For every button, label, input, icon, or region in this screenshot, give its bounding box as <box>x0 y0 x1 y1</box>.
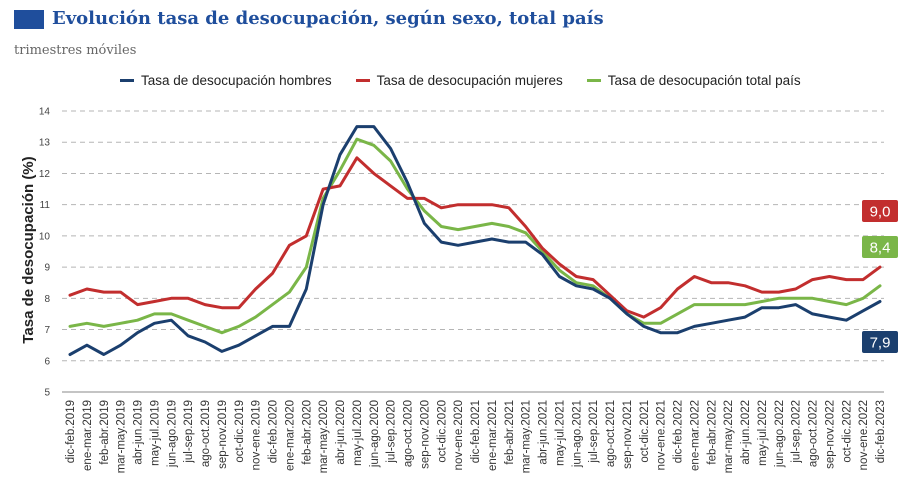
x-tick-label: nov-ene.2022 <box>858 400 870 470</box>
x-tick-label: may-jul.2020 <box>352 400 364 466</box>
series-lines <box>68 125 882 356</box>
x-tick-label: jun-ago.2022 <box>774 400 786 468</box>
x-tick-label: dic-feb.2023 <box>875 400 887 463</box>
end-label-box-2 <box>862 236 898 258</box>
x-tick-label: mar-may.2020 <box>318 400 330 473</box>
x-tick-label: nov-ene.2021 <box>656 400 668 470</box>
y-tick-label: 6 <box>44 356 50 367</box>
y-tick-label: 7 <box>44 325 50 336</box>
legend-item-mujeres: Tasa de desocupación mujeres <box>355 73 563 88</box>
x-tick-label: oct-dic.2021 <box>639 400 651 463</box>
y-tick-labels: 5 6 7 8 9 10 11 12 13 14 <box>39 107 51 399</box>
x-tick-label: sep-nov.2021 <box>622 400 634 469</box>
x-tick-label: jun-ago.2019 <box>166 400 178 468</box>
x-tick-label: jul-sep.2020 <box>386 400 398 464</box>
x-tick-label: sep-nov.2022 <box>824 400 836 469</box>
x-tick-label: abr-jun.2020 <box>335 400 347 465</box>
x-tick-label: feb-abr.2021 <box>504 400 516 465</box>
chart-subtitle: trimestres móviles <box>14 43 137 58</box>
title-marker <box>14 10 44 29</box>
x-tick-label: ago-oct.2020 <box>403 400 415 467</box>
x-tick-label: oct-dic.2022 <box>841 400 853 463</box>
x-tick-label: jun-ago.2020 <box>369 400 381 468</box>
x-tick-label: ago-oct.2019 <box>200 400 212 467</box>
x-tick-label: sep-nov.2020 <box>419 400 431 469</box>
legend-label-hombres: Tasa de desocupación hombres <box>141 73 332 88</box>
x-tick-label: nov-ene.2019 <box>251 400 263 470</box>
x-tick-label: jul-sep.2019 <box>183 400 195 464</box>
y-tick-label: 5 <box>44 388 50 399</box>
end-labels: 9,0 8,4 7,9 <box>862 200 898 353</box>
x-tick-label: jun-ago.2021 <box>571 400 583 468</box>
legend-swatch-hombres <box>120 79 134 82</box>
x-tick-label: may-jul.2022 <box>757 400 769 466</box>
end-label-1: 9,0 <box>870 204 891 221</box>
x-tick-label: ago-oct.2021 <box>605 400 617 467</box>
x-tick-label: mar-may.2021 <box>521 400 533 473</box>
x-tick-label: jul-sep.2022 <box>791 400 803 464</box>
x-tick-label: ene-mar.2020 <box>284 400 296 471</box>
x-tick-label: dic-feb.2022 <box>673 400 685 463</box>
x-tick-label: abr-jun.2022 <box>740 400 752 465</box>
chart-legend: Tasa de desocupación hombres Tasa de des… <box>120 73 801 88</box>
end-label-box-1 <box>862 200 898 222</box>
x-tick-label: oct-dic.2019 <box>234 400 246 463</box>
legend-label-total: Tasa de desocupación total país <box>607 73 801 88</box>
x-tick-label: feb-abr.2020 <box>301 400 313 465</box>
y-tick-label: 10 <box>39 231 51 242</box>
x-tick-label: abr-jun.2021 <box>538 400 550 465</box>
y-tick-label: 9 <box>44 263 50 274</box>
legend-item-hombres: Tasa de desocupación hombres <box>120 73 332 88</box>
end-label-0: 7,9 <box>870 335 891 352</box>
x-tick-label: ene-mar.2021 <box>487 400 499 471</box>
x-tick-label: ene-mar.2022 <box>689 400 701 471</box>
chart-title: Evolución tasa de desocupación, según se… <box>52 8 604 29</box>
x-tick-label: feb-abr.2019 <box>99 400 111 465</box>
x-tick-label: dic-feb.2021 <box>470 400 482 463</box>
legend-swatch-total <box>586 79 601 82</box>
y-tick-label: 8 <box>44 294 50 305</box>
y-axis-label: Tasa de desocupación (%) <box>20 156 37 343</box>
end-label-2: 8,4 <box>870 240 891 257</box>
y-tick-label: 11 <box>40 200 51 211</box>
x-tick-label: mar-may.2022 <box>723 400 735 473</box>
end-label-box-0 <box>862 331 898 353</box>
x-tick-label: abr-jun.2019 <box>133 400 145 465</box>
y-tick-label: 14 <box>39 107 51 118</box>
legend-label-mujeres: Tasa de desocupación mujeres <box>376 73 563 88</box>
gridlines <box>62 110 884 393</box>
x-tick-label: ene-mar.2019 <box>82 400 94 471</box>
x-tick-label: feb-abr.2022 <box>706 400 718 465</box>
x-tick-label: mar-may.2019 <box>116 400 128 473</box>
x-tick-label: may-jul.2021 <box>554 400 566 466</box>
x-tick-label: nov-ene.2020 <box>453 400 465 470</box>
x-tick-label: oct-dic.2020 <box>436 400 448 463</box>
x-tick-label: may-jul.2019 <box>149 400 161 466</box>
legend-item-total: Tasa de desocupación total país <box>586 73 801 88</box>
x-tick-label: dic-feb.2020 <box>268 400 280 463</box>
series-line-0 <box>68 125 882 356</box>
x-tick-label: jul-sep.2021 <box>588 400 600 464</box>
y-tick-label: 12 <box>39 169 51 180</box>
y-tick-label: 13 <box>39 138 51 149</box>
x-tick-label: dic-feb.2019 <box>65 400 77 463</box>
x-tick-label: sep-nov.2019 <box>217 400 229 469</box>
x-tick-label: ago-oct.2022 <box>808 400 820 467</box>
legend-swatch-mujeres <box>355 79 370 82</box>
x-tick-labels: dic-feb.2019 ene-mar.2019 feb-abr.2019 mar-… <box>65 400 887 473</box>
series-line-1 <box>68 156 882 319</box>
series-line-2 <box>68 137 882 335</box>
